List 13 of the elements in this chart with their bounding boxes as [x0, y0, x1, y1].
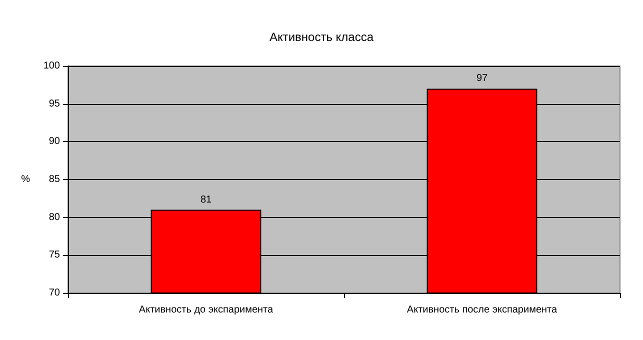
y-tick-label: 80: [48, 212, 60, 223]
data-label: 97: [476, 73, 488, 84]
x-tick-label: Активность до экспаримента: [138, 304, 274, 316]
y-tick-label: 75: [48, 250, 60, 261]
y-tick-label: 90: [48, 136, 60, 148]
y-tick-label: 100: [43, 60, 60, 72]
y-tick-label: 95: [48, 98, 60, 110]
data-label: 81: [200, 194, 212, 206]
x-tick-label: Активность после экспаримента: [406, 304, 558, 316]
chart-title: Активность класса: [269, 30, 374, 44]
y-axis-title: %: [21, 174, 30, 185]
y-tick-label: 70: [48, 288, 60, 298]
y-tick-label: 85: [48, 174, 60, 185]
